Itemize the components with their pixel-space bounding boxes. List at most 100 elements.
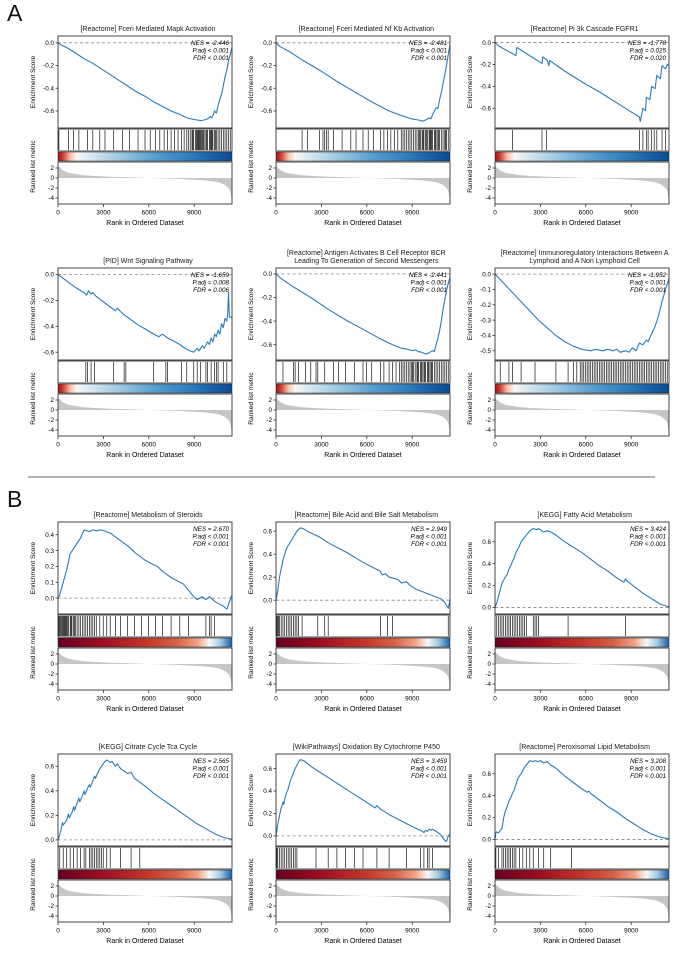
es-tick-label: 0.1: [45, 579, 54, 586]
x-tick-label: 6000: [142, 928, 157, 935]
metric-y-axis: 2 0 -2 -4: [267, 397, 277, 434]
x-axis-label: Rank in Ordered Dataset: [106, 452, 183, 459]
svg-text:FDR < 0.001: FDR < 0.001: [411, 55, 447, 62]
metric-area: [276, 651, 451, 687]
metric-tick-label: 0: [487, 661, 491, 668]
x-tick-label: 9000: [624, 928, 639, 935]
metric-y-axis: 2 0 -2 -4: [48, 397, 58, 434]
section-a-grid: [Reactome] Fceri Mediated Mapk Activatio…: [26, 0, 677, 466]
es-tick-label: 0.0: [264, 833, 273, 840]
metric-y-label: Ranked list metric: [467, 140, 474, 193]
x-tick-label: 9000: [187, 210, 202, 217]
x-axis: 0 3000 6000 9000: [56, 922, 202, 935]
metric-tick-label: 2: [269, 883, 273, 890]
rank-gradient-bar: [276, 151, 451, 162]
x-tick-label: 6000: [360, 696, 375, 703]
section-a: A [Reactome] Fceri Mediated Mapk Activat…: [0, 0, 683, 466]
es-y-label: Enrichment Score: [30, 287, 37, 340]
x-axis: 0 3000 6000 9000: [493, 922, 639, 935]
svg-text:P.adj < 0.001: P.adj < 0.001: [411, 534, 447, 541]
metric-tick-label: -4: [485, 913, 491, 920]
hit-marks: [511, 130, 666, 150]
svg-text:P.adj < 0.001: P.adj < 0.001: [629, 280, 665, 287]
section-b-grid: [Reactome] Metabolism of Steroids NES = 2…: [26, 486, 677, 952]
metric-tick-label: 0: [50, 661, 54, 668]
svg-text:P.adj < 0.001: P.adj < 0.001: [411, 766, 447, 773]
gsea-panel: [KEGG] Fatty Acid Metabolism NES = 3.424 P…: [463, 494, 677, 720]
svg-text:NES = -2.446: NES = -2.446: [191, 40, 229, 47]
es-tick-label: 0.6: [482, 539, 491, 546]
panel-title: [KEGG] Citrate Cycle Tca Cycle: [98, 743, 198, 751]
hit-marks: [499, 362, 668, 382]
svg-text:FDR = 0.020: FDR = 0.020: [630, 55, 666, 62]
es-tick-label: -0.2: [43, 63, 54, 70]
metric-tick-label: -2: [267, 185, 273, 192]
metric-tick-label: 2: [487, 883, 491, 890]
metric-tick-label: -4: [48, 195, 54, 202]
svg-text:NES = -1.778: NES = -1.778: [628, 40, 666, 47]
enrichment-curve: [494, 760, 669, 840]
es-y-axis: 0.0 -0.2 -0.4 -0.6: [480, 40, 495, 112]
es-tick-label: -0.1: [480, 287, 491, 294]
svg-text:NES = -2.481: NES = -2.481: [409, 40, 447, 47]
rank-gradient-bar: [57, 151, 233, 162]
x-tick-label: 6000: [142, 442, 157, 449]
x-tick-label: 6000: [142, 210, 157, 217]
es-box: [494, 267, 670, 361]
hit-marks: [58, 130, 231, 150]
es-tick-label: 0.3: [45, 548, 54, 555]
metric-tick-label: -2: [485, 417, 491, 424]
es-tick-label: -0.4: [261, 318, 272, 325]
es-tick-label: -0.2: [480, 302, 491, 309]
svg-text:P.adj < 0.001: P.adj < 0.001: [193, 766, 229, 773]
rug-box: [494, 846, 670, 870]
es-tick-label: -0.6: [480, 105, 491, 112]
es-tick-label: 0.0: [264, 271, 273, 278]
rug-box: [57, 614, 233, 638]
es-tick-label: -0.2: [43, 298, 54, 305]
x-axis: 0 3000 6000 9000: [275, 922, 420, 935]
metric-tick-label: 2: [269, 651, 273, 658]
x-tick-label: 9000: [187, 696, 202, 703]
es-tick-label: -0.2: [261, 63, 272, 70]
es-y-axis: 0.0 -0.2 -0.4 -0.6: [43, 40, 58, 115]
metric-tick-label: 0: [50, 893, 54, 900]
section-divider: [28, 476, 655, 478]
es-tick-label: 0.0: [264, 40, 273, 47]
gsea-panel: [WikiPathways] Oxidation By Cytochrome P…: [244, 726, 458, 952]
metric-tick-label: 2: [269, 397, 273, 404]
x-tick-label: 3000: [533, 210, 548, 217]
metric-y-label: Ranked list metric: [467, 372, 474, 425]
es-tick-label: 0.6: [264, 528, 273, 535]
svg-text:FDR < 0.001: FDR < 0.001: [411, 287, 447, 294]
x-tick-label: 9000: [624, 210, 639, 217]
enrichment-curve: [57, 42, 233, 122]
x-tick-label: 0: [493, 928, 497, 935]
x-axis: 0 3000 6000 9000: [493, 436, 638, 449]
enrichment-curve: [275, 527, 451, 609]
metric-tick-label: -2: [485, 185, 491, 192]
rug-box: [57, 846, 233, 870]
panel-title: [Reactome] Pi 3k Cascade FGFR1: [530, 25, 639, 33]
metric-y-label: Ranked list metric: [248, 626, 255, 679]
es-tick-label: -0.6: [261, 342, 272, 349]
es-y-label: Enrichment Score: [248, 55, 255, 108]
es-y-axis: 0.0 -0.2 -0.4 -0.6: [261, 271, 277, 349]
es-tick-label: 0.4: [45, 788, 54, 795]
es-tick-label: 0.2: [482, 583, 491, 590]
svg-text:P.adj = 0.025: P.adj = 0.025: [629, 48, 666, 55]
es-y-axis: 0.4 0.3 0.2 0.1 0.0: [45, 532, 58, 602]
enrichment-curve: [57, 759, 233, 841]
rank-gradient-bar: [494, 151, 669, 162]
metric-tick-label: -2: [267, 671, 273, 678]
x-tick-label: 9000: [187, 928, 202, 935]
panel-title: [KEGG] Fatty Acid Metabolism: [537, 511, 632, 519]
metric-tick-label: 0: [269, 661, 273, 668]
metric-tick-label: 2: [50, 165, 54, 172]
